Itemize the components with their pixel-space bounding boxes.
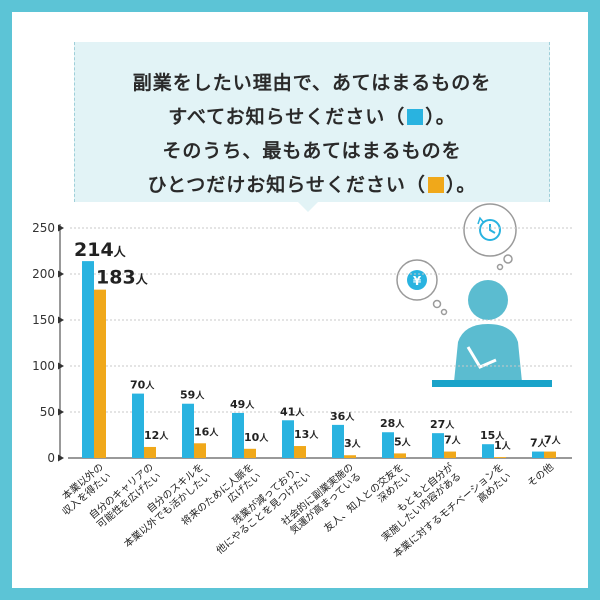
thought-dot <box>440 308 448 316</box>
thought-dot <box>496 263 504 271</box>
value-label: 1人 <box>494 439 512 452</box>
value-label: 28人 <box>380 417 405 430</box>
person-head <box>468 280 508 320</box>
value-label: 7人 <box>544 434 562 447</box>
value-label: 49人 <box>230 398 255 411</box>
yen-symbol: ¥ <box>413 274 422 288</box>
value-label: 5人 <box>394 435 412 448</box>
value-label: 70人 <box>130 379 155 392</box>
bar <box>382 432 394 458</box>
thought-bubble <box>396 259 438 301</box>
bar <box>182 403 194 458</box>
person-body <box>454 324 522 382</box>
bar <box>344 455 356 458</box>
question-line-4: ひとつだけお知らせください（）。 <box>147 174 477 196</box>
tick-marker <box>58 270 64 278</box>
value-label: 59人 <box>180 389 205 402</box>
value-label: 13人 <box>294 428 319 441</box>
value-label: 15人 <box>480 429 505 442</box>
bar-chart: ¥ 0 50 100 150 200 250 214人 183人 70人 12人 59人 16人 49… <box>32 203 572 560</box>
value-label: 41人 <box>280 405 305 418</box>
bar <box>282 420 294 458</box>
bar <box>332 424 344 458</box>
person-arm <box>466 346 497 369</box>
bar <box>394 453 406 458</box>
bars <box>82 261 556 458</box>
y-tick-label: 50 <box>40 405 55 419</box>
value-label: 27人 <box>430 418 455 431</box>
desk <box>432 380 552 387</box>
value-label: 7人 <box>444 434 462 447</box>
bar <box>132 393 144 458</box>
question-line-1: 副業をしたい理由で、あてはまるものを <box>132 72 492 94</box>
value-label: 12人 <box>144 429 169 442</box>
thought-dot <box>432 299 442 309</box>
thought-bubble <box>463 203 517 257</box>
bar <box>494 457 506 458</box>
clock-icon <box>477 216 501 241</box>
bar <box>294 446 306 458</box>
legend-swatch-all <box>407 109 424 125</box>
tick-marker <box>58 316 64 324</box>
bar <box>82 261 94 458</box>
y-tick-label: 150 <box>32 313 55 327</box>
bar <box>94 289 106 458</box>
value-label: 16人 <box>194 425 219 438</box>
value-label: 36人 <box>330 410 355 423</box>
y-tick-label: 200 <box>32 267 55 281</box>
value-label: 7人 <box>530 437 548 450</box>
thinking-person-illustration: ¥ <box>396 203 552 387</box>
category-labels: 本業以外の収入を得たい自分のキャリアの可能性を広げたい自分のスキルを本業以外でも… <box>59 460 556 560</box>
bar <box>482 444 494 458</box>
legend-swatch-most <box>427 177 444 193</box>
value-labels: 214人 183人 70人 12人 59人 16人 49人 10人 41人 13人 36人 3人 28人… <box>74 239 562 452</box>
bar <box>444 451 456 458</box>
value-label: 3人 <box>344 437 362 450</box>
yen-coin-icon <box>407 270 427 290</box>
bar <box>244 448 256 458</box>
bar <box>144 446 156 458</box>
bubble-tail <box>298 202 318 212</box>
tick-marker <box>58 454 64 462</box>
thought-dot <box>503 254 513 264</box>
infographic: 副業をしたい理由で、あてはまるものを すべてお知らせください（）。 そのうち、最… <box>12 12 588 588</box>
y-axis: 0 50 100 150 200 250 <box>32 221 572 465</box>
question-bubble: 副業をしたい理由で、あてはまるものを すべてお知らせください（）。 そのうち、最… <box>74 42 550 202</box>
tick-marker <box>58 408 64 416</box>
value-label: 183人 <box>96 267 149 289</box>
tick-marker <box>58 224 64 232</box>
y-tick-label: 0 <box>47 451 55 465</box>
bar <box>532 451 544 458</box>
value-label: 214人 <box>74 239 127 261</box>
question-line-3: そのうち、最もあてはまるものを <box>162 140 462 162</box>
bar <box>232 412 244 458</box>
y-tick-label: 250 <box>32 221 55 235</box>
tick-marker <box>58 362 64 370</box>
bar <box>432 433 444 458</box>
value-label: 10人 <box>244 431 269 444</box>
category-label: その他 <box>525 460 556 489</box>
bar <box>194 443 206 458</box>
bar <box>544 451 556 458</box>
y-tick-label: 100 <box>32 359 55 373</box>
question-line-2: すべてお知らせください（）。 <box>168 106 456 128</box>
